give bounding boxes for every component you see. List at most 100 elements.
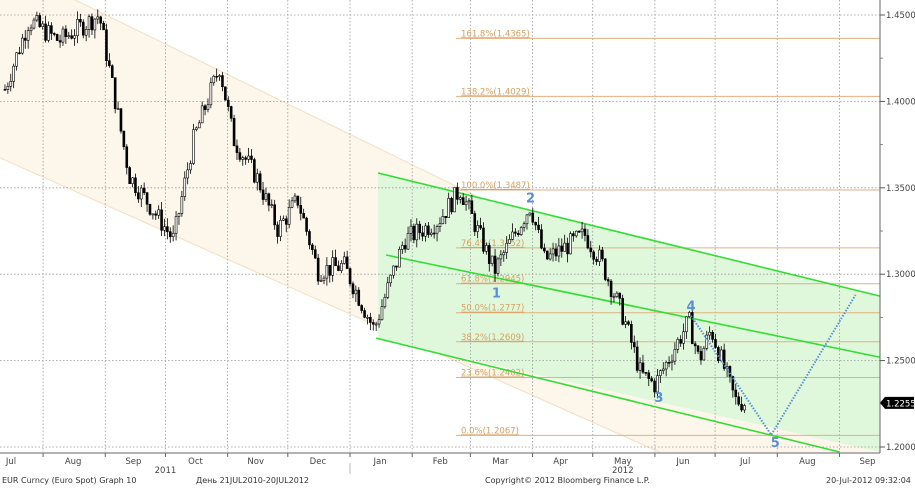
- candle-body: [134, 177, 137, 193]
- candle-body: [522, 223, 526, 228]
- candle-body: [276, 224, 279, 237]
- candle-body: [673, 349, 677, 362]
- candle-body: [253, 159, 256, 183]
- candle-body: [621, 298, 624, 325]
- candle-body: [108, 60, 111, 67]
- candle-body: [313, 249, 317, 259]
- candle-body: [380, 306, 384, 320]
- candle-body: [76, 19, 79, 37]
- candle-body: [711, 331, 714, 340]
- x-tick-label: Sep: [125, 457, 141, 467]
- date-range-label: День 21JUL2010-20JUL2012: [196, 476, 309, 485]
- candle-body: [125, 146, 129, 168]
- candle-body: [444, 215, 448, 218]
- candle-body: [157, 209, 160, 216]
- candle-body: [325, 265, 329, 279]
- candle-body: [525, 214, 529, 225]
- candle-body: [679, 339, 682, 344]
- candle-body: [583, 228, 587, 236]
- candle-body: [345, 256, 349, 269]
- candle-body: [490, 255, 494, 264]
- year-label: 2011: [155, 466, 177, 476]
- candle-body: [29, 27, 33, 31]
- candle-body: [308, 231, 311, 246]
- candle-body: [644, 372, 648, 374]
- candle-body: [409, 225, 413, 234]
- candle-body: [168, 231, 172, 238]
- fib-level-label: 61.8%(1.2945): [461, 275, 524, 285]
- candle-body: [453, 187, 456, 213]
- candle-body: [264, 193, 268, 200]
- candle-body: [258, 173, 262, 191]
- candle-body: [70, 35, 73, 39]
- candle-body: [302, 213, 305, 219]
- candle-body: [145, 192, 149, 205]
- candle-body: [319, 280, 323, 282]
- candle-body: [67, 35, 71, 38]
- candle-body: [322, 277, 326, 281]
- projection-path: [690, 294, 857, 437]
- candle-body: [688, 312, 691, 317]
- candle-body: [516, 233, 520, 235]
- candle-body: [470, 200, 474, 214]
- candle-body: [438, 223, 442, 227]
- candle-body: [551, 248, 555, 255]
- candle-body: [699, 351, 703, 361]
- candle-body: [447, 198, 450, 218]
- candle-body: [52, 33, 56, 35]
- candle-body: [609, 280, 613, 297]
- fib-level-label: 23.6%(1.2402): [461, 369, 524, 379]
- candle-body: [238, 152, 242, 160]
- copyright-label: Copyright© 2012 Bloomberg Finance L.P.: [485, 476, 650, 485]
- candle-body: [15, 52, 18, 67]
- y-tick-label: 1.4500: [886, 11, 915, 21]
- candle-body: [247, 155, 250, 160]
- candle-body: [270, 204, 274, 206]
- candle-body: [514, 231, 517, 234]
- candle-body: [731, 376, 735, 391]
- candle-body: [26, 30, 30, 41]
- y-tick-label: 1.2500: [886, 357, 915, 367]
- candle-body: [55, 34, 59, 41]
- candle-body: [702, 348, 706, 361]
- candle-body: [719, 349, 723, 362]
- candle-body: [229, 106, 233, 119]
- candle-body: [601, 249, 604, 260]
- candle-body: [351, 283, 355, 295]
- candle-body: [374, 323, 378, 326]
- candle-body: [84, 29, 88, 36]
- candle-body: [282, 218, 285, 221]
- x-tick-label: Jul: [739, 457, 750, 467]
- candle-body: [389, 274, 392, 284]
- candle-body: [110, 65, 114, 78]
- candle-body: [206, 104, 210, 110]
- candle-body: [421, 232, 424, 237]
- candle-body: [734, 389, 738, 398]
- candle-body: [131, 177, 134, 185]
- candle-body: [554, 248, 558, 257]
- candle-body: [273, 204, 276, 226]
- y-tick-label: 1.4000: [886, 97, 915, 107]
- candle-body: [612, 296, 616, 298]
- candle-body: [557, 245, 561, 257]
- candle-body: [61, 28, 65, 43]
- candle-body: [435, 226, 439, 234]
- candle-body: [293, 195, 297, 202]
- candle-body: [348, 268, 352, 285]
- candle-body: [58, 40, 62, 43]
- candle-body: [708, 331, 711, 336]
- candle-body: [316, 257, 320, 282]
- last-price-label: 1.2255: [886, 399, 915, 409]
- candle-body: [81, 21, 85, 36]
- candle-body: [624, 321, 627, 325]
- candle-body: [598, 249, 601, 262]
- price-chart[interactable]: 1.2000 1.2500 1.3000 1.3500 1.4000 1.4500 161.…: [0, 0, 915, 476]
- fib-level-label: 0.0%(1.2067): [461, 426, 519, 436]
- candle-body: [603, 258, 607, 280]
- candle-body: [21, 37, 24, 54]
- candle-body: [183, 177, 187, 197]
- candle-body: [392, 265, 395, 276]
- x-tick-label: Aug: [65, 457, 82, 467]
- candle-body: [661, 368, 665, 371]
- candle-body: [189, 163, 192, 171]
